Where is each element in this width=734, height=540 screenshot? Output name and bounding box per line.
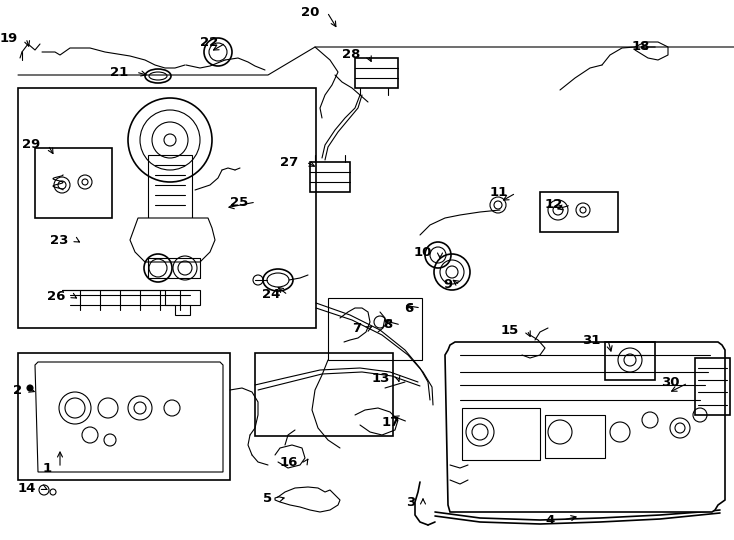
Text: 26: 26: [47, 289, 65, 302]
Text: 9: 9: [443, 279, 452, 292]
Text: 13: 13: [371, 372, 390, 384]
Text: 5: 5: [263, 492, 272, 505]
Text: 10: 10: [414, 246, 432, 260]
Bar: [462, 408, 540, 460]
Text: 14: 14: [18, 482, 36, 495]
Bar: [35, 148, 112, 218]
Text: 24: 24: [261, 288, 280, 301]
Bar: [540, 192, 618, 232]
Polygon shape: [62, 290, 200, 315]
Bar: [695, 358, 730, 415]
Text: 22: 22: [200, 37, 218, 50]
Text: 12: 12: [545, 199, 563, 212]
Text: 25: 25: [230, 195, 248, 208]
Text: 3: 3: [406, 496, 415, 510]
Text: 21: 21: [110, 65, 128, 78]
Polygon shape: [148, 155, 192, 220]
Text: 11: 11: [490, 186, 508, 199]
Bar: [18, 353, 230, 480]
Polygon shape: [445, 342, 725, 512]
Bar: [328, 298, 422, 360]
Text: 28: 28: [341, 49, 360, 62]
Text: 1: 1: [43, 462, 52, 475]
Bar: [545, 415, 605, 458]
Polygon shape: [130, 218, 215, 262]
Polygon shape: [28, 358, 228, 478]
Polygon shape: [35, 362, 223, 472]
Text: 19: 19: [0, 31, 18, 44]
Bar: [355, 58, 398, 88]
Text: 7: 7: [352, 321, 361, 334]
Text: 16: 16: [280, 456, 298, 469]
Text: 15: 15: [501, 323, 519, 336]
Text: 17: 17: [382, 415, 400, 429]
Circle shape: [27, 385, 33, 391]
Text: 23: 23: [50, 233, 68, 246]
Bar: [18, 88, 316, 328]
Text: 2: 2: [13, 383, 22, 396]
Text: 18: 18: [632, 40, 650, 53]
Text: 30: 30: [661, 376, 680, 389]
Text: 20: 20: [301, 5, 319, 18]
Text: 8: 8: [384, 319, 393, 332]
Text: 4: 4: [546, 514, 555, 526]
Bar: [605, 342, 655, 380]
Text: 31: 31: [581, 334, 600, 347]
Bar: [255, 353, 393, 436]
Bar: [310, 162, 350, 192]
Text: 6: 6: [404, 301, 413, 314]
Text: 27: 27: [280, 156, 298, 168]
Text: 29: 29: [22, 138, 40, 152]
